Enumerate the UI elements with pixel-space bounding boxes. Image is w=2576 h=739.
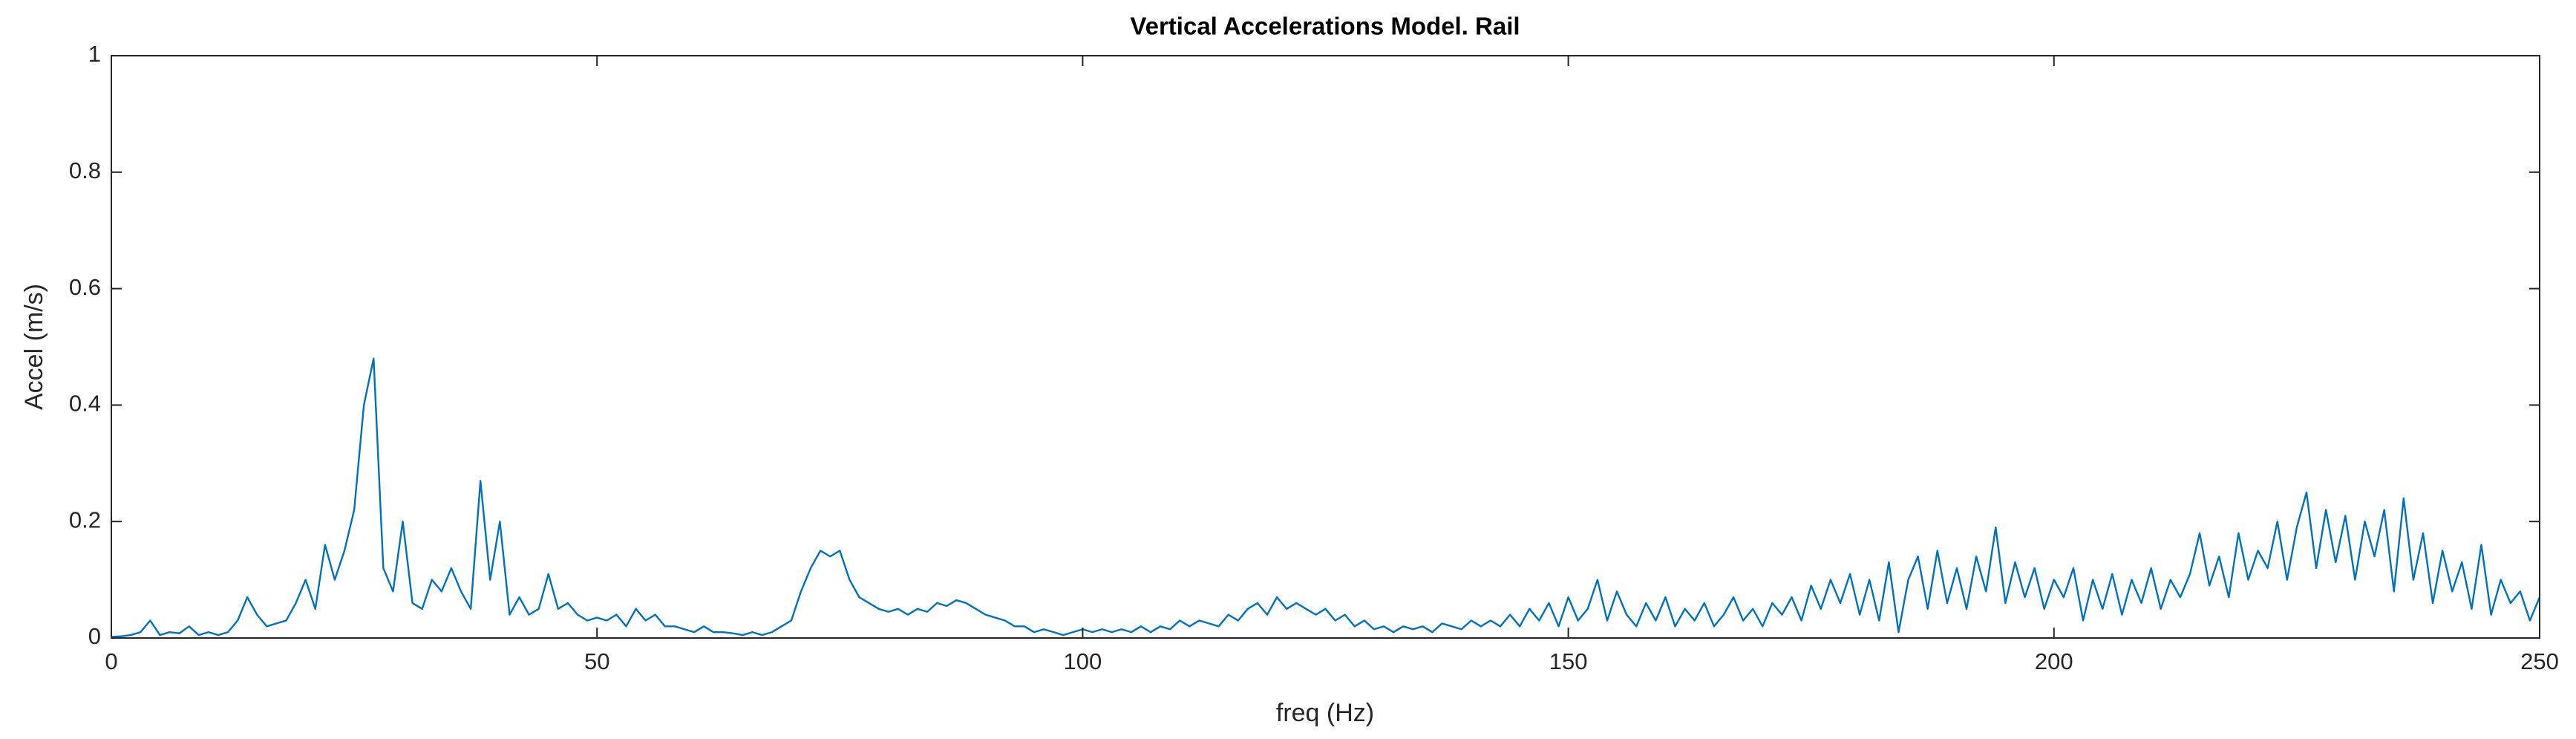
plot-frame xyxy=(111,55,2540,639)
x-tick-label: 150 xyxy=(1549,648,1588,674)
data-line xyxy=(111,357,2541,638)
y-tick-label: 0.8 xyxy=(69,157,101,183)
y-tick-label: 0 xyxy=(88,623,101,649)
x-tick-label: 250 xyxy=(2520,648,2559,674)
x-tick-label: 100 xyxy=(1064,648,1102,674)
x-axis-label: freq (Hz) xyxy=(1276,699,1374,727)
y-tick-label: 0.6 xyxy=(69,274,101,300)
chart-title: Vertical Accelerations Model. Rail xyxy=(1130,13,1520,40)
y-tick-label: 0.2 xyxy=(69,507,101,533)
y-axis-label: Accel (m/s) xyxy=(20,284,48,410)
x-tick-label: 0 xyxy=(105,648,117,674)
x-tick-label: 200 xyxy=(2035,648,2073,674)
y-tick-label: 1 xyxy=(88,41,101,67)
y-tick-label: 0.4 xyxy=(69,391,101,417)
x-tick-label: 50 xyxy=(584,648,609,674)
